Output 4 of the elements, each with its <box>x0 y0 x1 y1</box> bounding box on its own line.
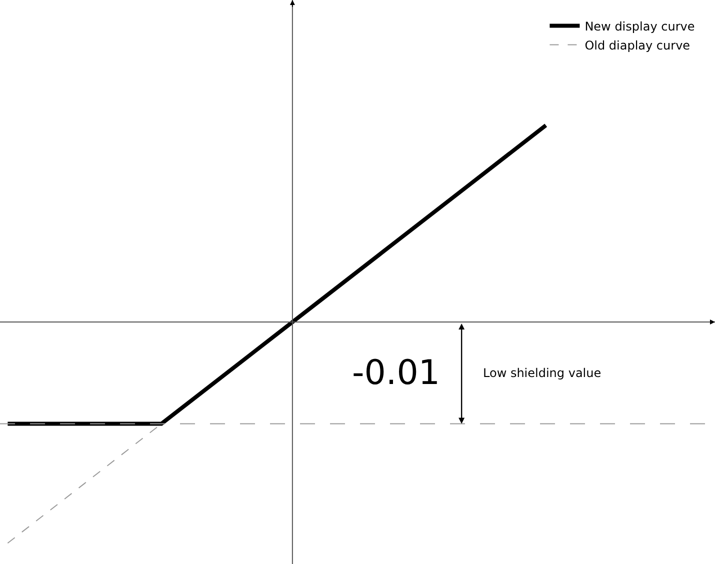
annotation: -0.01 <box>352 353 440 393</box>
annotation: Low shielding value <box>483 366 602 380</box>
legend-label: Old diaplay curve <box>584 38 690 52</box>
legend-label: New display curve <box>584 19 695 34</box>
